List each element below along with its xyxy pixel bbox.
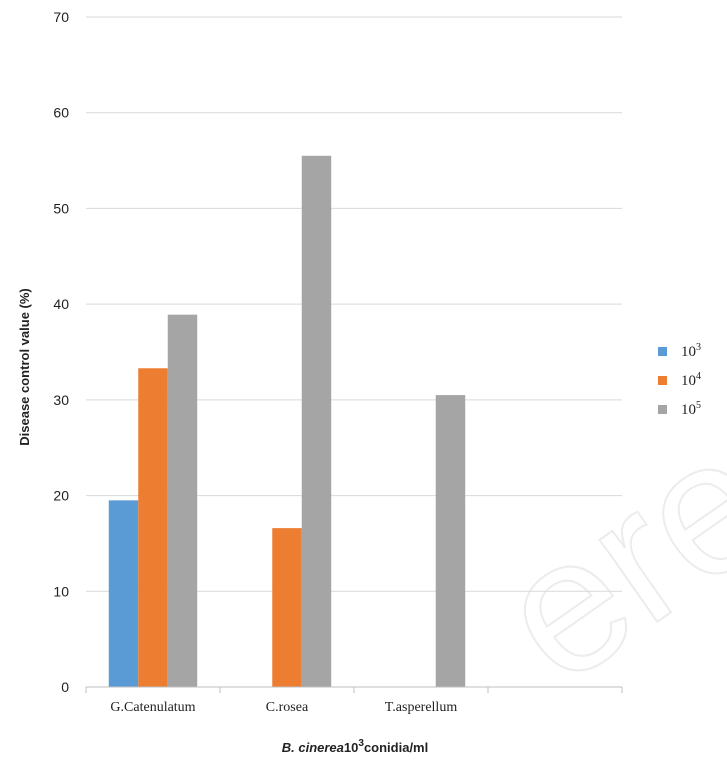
bar <box>167 314 198 687</box>
y-tick-label: 30 <box>53 392 69 408</box>
bar <box>272 528 302 687</box>
y-tick-label: 50 <box>53 200 69 216</box>
x-axis-title-italic: B. cinerea <box>282 740 344 755</box>
category-label: C.rosea <box>266 700 309 715</box>
y-tick-label: 70 <box>53 9 69 25</box>
y-tick-label: 20 <box>53 488 69 504</box>
bar <box>301 155 332 688</box>
y-tick-label: 40 <box>53 296 69 312</box>
y-tick-label: 60 <box>53 105 69 121</box>
x-axis-title-suffix: conidia/ml <box>364 740 428 755</box>
category-label: G.Catenulatum <box>110 700 195 715</box>
y-axis-title: Disease control value (%) <box>17 288 32 446</box>
legend-label: 104 <box>681 371 701 389</box>
bar <box>108 500 139 687</box>
category-label: T.asperellum <box>385 700 458 715</box>
x-axis-title: B. cinerea103conidia/ml <box>282 738 428 755</box>
legend-swatch <box>658 405 667 414</box>
x-axis-title-exp: 3 <box>358 738 364 749</box>
legend-label: 105 <box>681 400 701 418</box>
legend-swatch <box>658 376 667 385</box>
legend-label: 103 <box>681 342 701 360</box>
x-axis-title-base: 10 <box>344 740 358 755</box>
y-tick-label: 0 <box>61 679 69 695</box>
legend: 103 104 105 <box>658 342 701 418</box>
y-tick-label: 10 <box>53 583 69 599</box>
legend-swatch <box>658 347 667 356</box>
x-axis <box>85 686 623 693</box>
category-labels: G.Catenulatum C.rosea T.asperellum <box>110 700 457 715</box>
y-tick-labels: 0 10 20 30 40 50 60 70 <box>53 9 69 695</box>
bars <box>108 155 466 688</box>
watermark: ere <box>462 392 727 723</box>
bar <box>138 368 168 687</box>
bar <box>435 395 466 687</box>
